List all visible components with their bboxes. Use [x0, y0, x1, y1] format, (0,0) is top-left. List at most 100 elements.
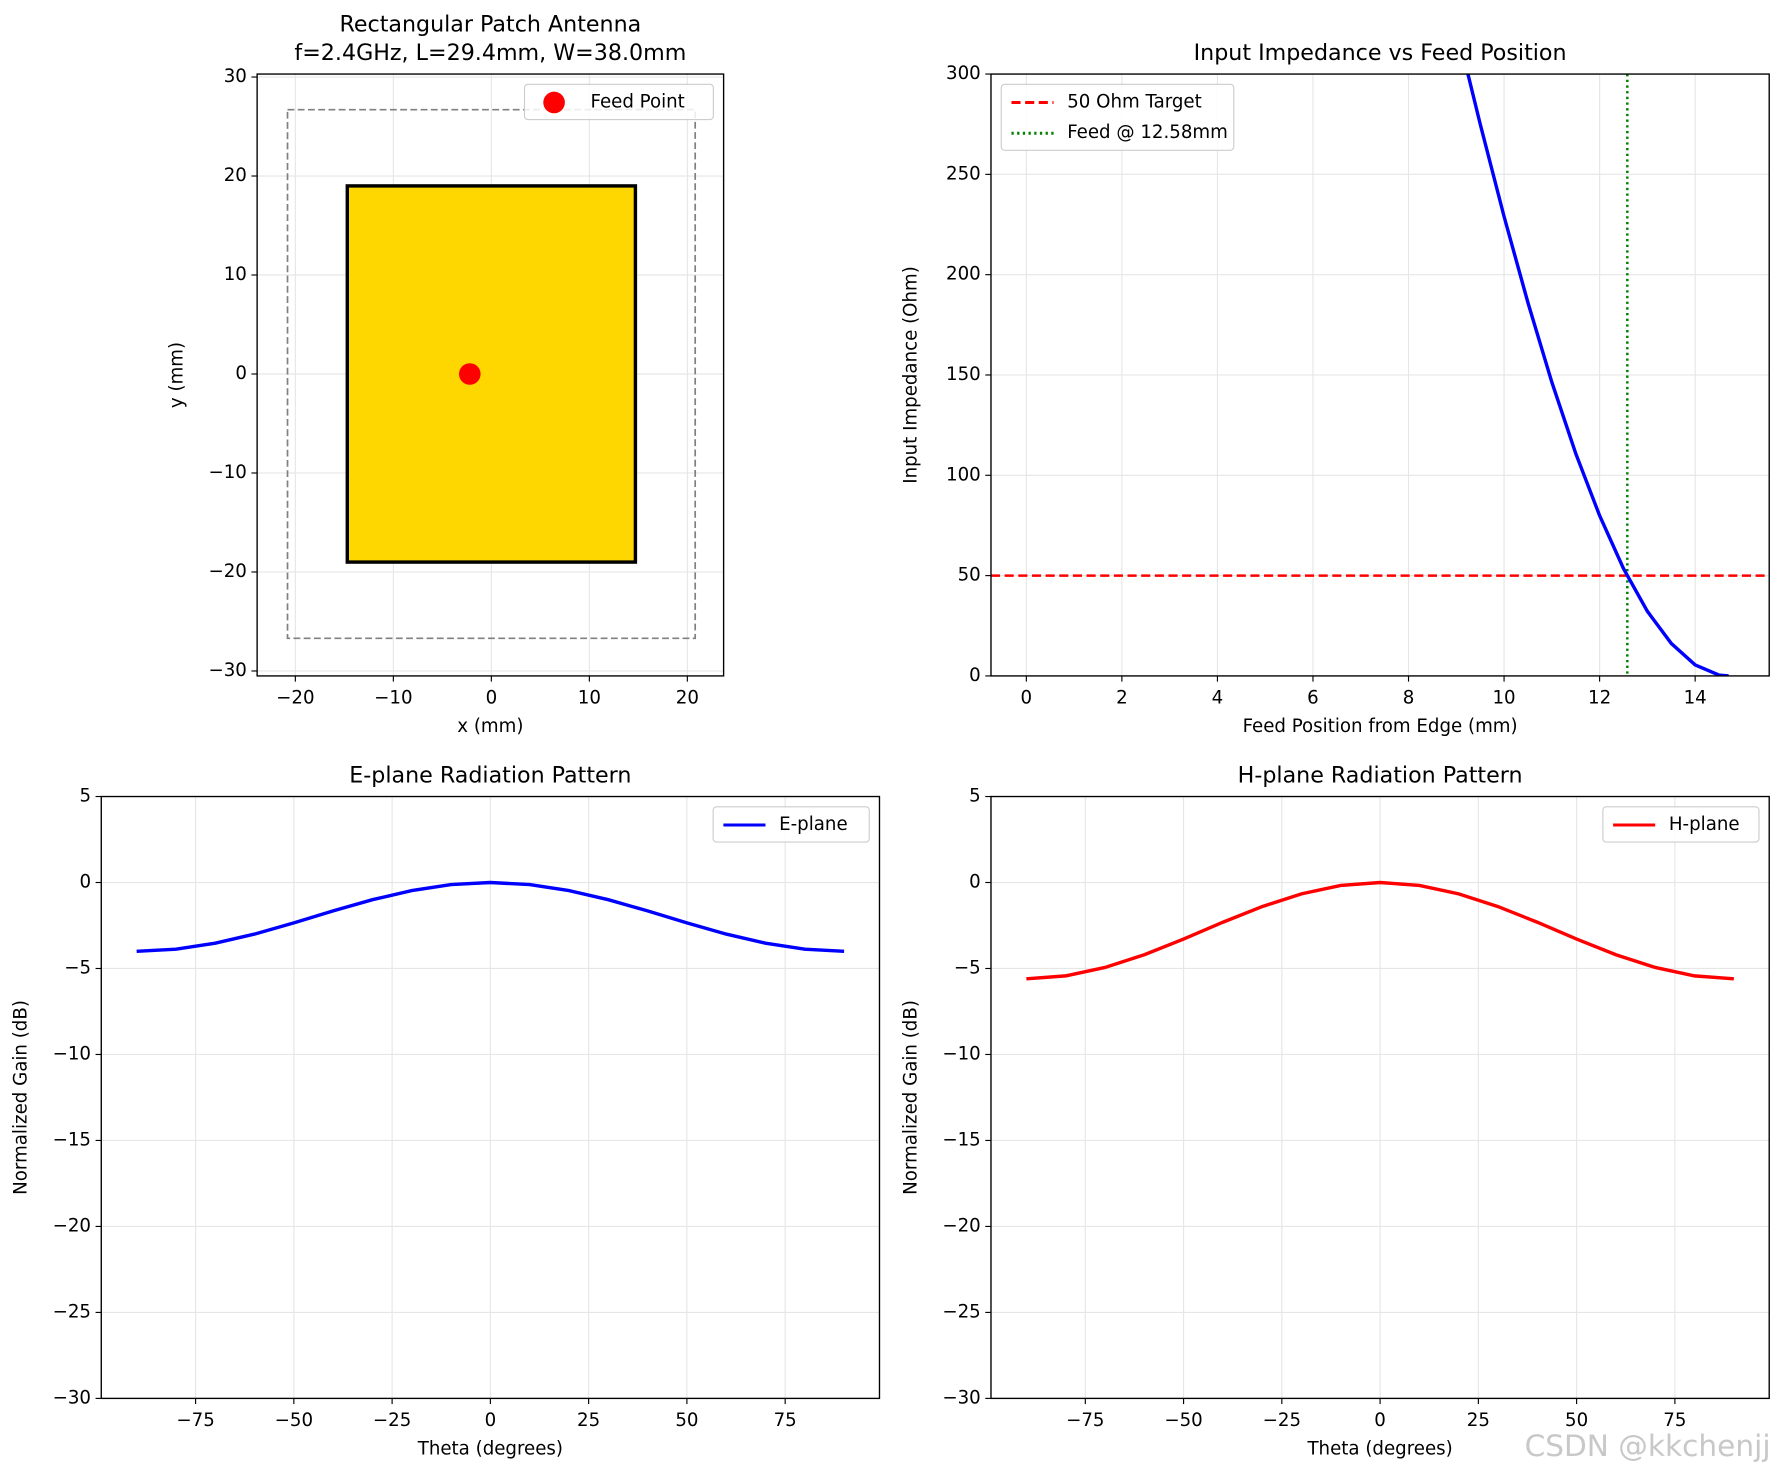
subplot: −75 −50 −25 0 25 50 75−30−25−20−15−10−505E-pla… — [11, 763, 881, 1460]
legend-box — [712, 806, 870, 843]
line-series — [1026, 880, 1734, 981]
x-tick-label: 8 — [1403, 688, 1415, 709]
x-tick-label: −50 — [1164, 1410, 1202, 1431]
watermark: CSDN @kkchenjj — [1525, 1429, 1771, 1463]
plot-area — [1026, 880, 1734, 981]
x-tick-label: 0 — [485, 1410, 497, 1431]
y-tick-label: 250 — [946, 163, 981, 184]
legend-box — [1000, 83, 1235, 151]
chart-title: H-plane Radiation Pattern — [1238, 763, 1523, 789]
x-tick-label: 10 — [578, 688, 601, 709]
y-tick-label: 150 — [946, 364, 981, 385]
y-tick-label: −15 — [53, 1129, 91, 1150]
x-tick-label: 50 — [1565, 1410, 1588, 1431]
y-tick-label: −25 — [942, 1301, 980, 1322]
y-axis-label: y (mm) — [166, 342, 187, 408]
x-tick-label: 0 — [1021, 688, 1033, 709]
y-tick-label: −20 — [53, 1215, 91, 1236]
y-tick-label: 0 — [235, 363, 247, 384]
y-tick-label: 300 — [946, 63, 981, 84]
x-tick-label: −25 — [373, 1410, 411, 1431]
y-tick-label: 30 — [224, 66, 247, 87]
y-tick-label: 0 — [969, 872, 981, 893]
x-tick-label: −75 — [176, 1410, 214, 1431]
x-tick-label: 0 — [486, 688, 498, 709]
y-tick-label: −25 — [53, 1301, 91, 1322]
axes-frame — [990, 795, 1770, 1400]
y-axis-label: Input Impedance (Ohm) — [900, 266, 921, 484]
chart-title: Rectangular Patch Antenna — [339, 12, 641, 38]
x-tick-label: 25 — [1467, 1410, 1490, 1431]
y-tick-label: 200 — [946, 264, 981, 285]
y-axis-label: Normalized Gain (dB) — [11, 1000, 32, 1195]
x-tick-label: −10 — [374, 688, 412, 709]
legend: Feed Point — [523, 83, 714, 121]
subplot: 0 2 4 6 8 10 12 14 0 50 100 150 200 250 300 Input Imped… — [900, 40, 1770, 737]
y-tick-label: −5 — [954, 957, 981, 978]
y-tick-label: −30 — [53, 1387, 91, 1408]
x-tick-label: −20 — [276, 688, 314, 709]
ground-plane — [286, 108, 697, 640]
y-tick-label: 0 — [969, 665, 981, 686]
x-tick-label: −75 — [1066, 1410, 1104, 1431]
y-tick-label: −5 — [64, 957, 91, 978]
y-tick-label: 20 — [224, 165, 247, 186]
x-tick-label: 75 — [1663, 1410, 1686, 1431]
x-tick-label: 75 — [774, 1410, 797, 1431]
plot-area — [136, 880, 845, 953]
axes-frame — [256, 73, 725, 677]
subplot: −20 −10 0 10 20 −30 −20 −10 0 10 20 30 Rectangular P… — [166, 12, 725, 737]
x-axis-label: x (mm) — [457, 716, 523, 737]
x-axis-label: Theta (degrees) — [1306, 1439, 1452, 1460]
plot-area — [990, 74, 1770, 676]
y-tick-label: −10 — [942, 1043, 980, 1064]
y-tick-label: 0 — [79, 872, 91, 893]
line-series — [136, 880, 845, 953]
y-tick-label: −30 — [209, 660, 247, 681]
legend-label: Feed @ 12.58mm — [1067, 122, 1228, 143]
y-tick-label: 100 — [946, 464, 981, 485]
legend: 50 Ohm Target Feed @ 12.58mm — [1000, 83, 1235, 151]
legend-box — [1602, 806, 1760, 843]
y-tick-label: 10 — [224, 264, 247, 285]
x-tick-label: 6 — [1307, 688, 1319, 709]
subplot: −75 −50 −25 0 25 50 75−30−25−20−15−10−505H-pla… — [900, 763, 1770, 1460]
axes-frame — [100, 795, 881, 1400]
chart-subtitle: f=2.4GHz, L=29.4mm, W=38.0mm — [294, 40, 686, 66]
x-tick-label: 25 — [577, 1410, 600, 1431]
y-tick-label: −10 — [53, 1043, 91, 1064]
y-tick-label: −15 — [942, 1129, 980, 1150]
chart-title: E-plane Radiation Pattern — [349, 763, 631, 789]
legend-label: 50 Ohm Target — [1067, 91, 1202, 112]
legend-label: Feed Point — [590, 91, 684, 112]
legend-label: E-plane — [779, 814, 848, 835]
chart-title: Input Impedance vs Feed Position — [1194, 40, 1567, 66]
y-tick-label: 5 — [969, 786, 981, 807]
x-tick-label: 50 — [675, 1410, 698, 1431]
x-tick-label: −25 — [1263, 1410, 1301, 1431]
legend: H-plane — [1602, 806, 1760, 843]
y-tick-label: −30 — [942, 1387, 980, 1408]
y-tick-label: −20 — [209, 561, 247, 582]
line-series — [1466, 74, 1729, 676]
x-axis-label: Theta (degrees) — [417, 1439, 563, 1460]
x-axis-label: Feed Position from Edge (mm) — [1243, 716, 1518, 737]
x-tick-label: 4 — [1212, 688, 1224, 709]
x-tick-label: 12 — [1588, 688, 1611, 709]
y-tick-label: −10 — [209, 462, 247, 483]
x-tick-label: 20 — [676, 688, 699, 709]
y-axis-label: Normalized Gain (dB) — [900, 1000, 921, 1195]
legend-marker — [543, 91, 565, 114]
y-tick-label: 5 — [79, 786, 91, 807]
patch — [345, 184, 638, 564]
legend-box — [523, 83, 714, 121]
x-tick-label: 2 — [1116, 688, 1128, 709]
x-tick-label: 0 — [1374, 1410, 1386, 1431]
axes-frame — [990, 73, 1770, 677]
y-tick-label: −20 — [942, 1215, 980, 1236]
x-tick-label: 10 — [1492, 688, 1515, 709]
plot-area — [286, 108, 697, 640]
x-tick-label: −50 — [275, 1410, 313, 1431]
feed-point — [458, 363, 481, 385]
